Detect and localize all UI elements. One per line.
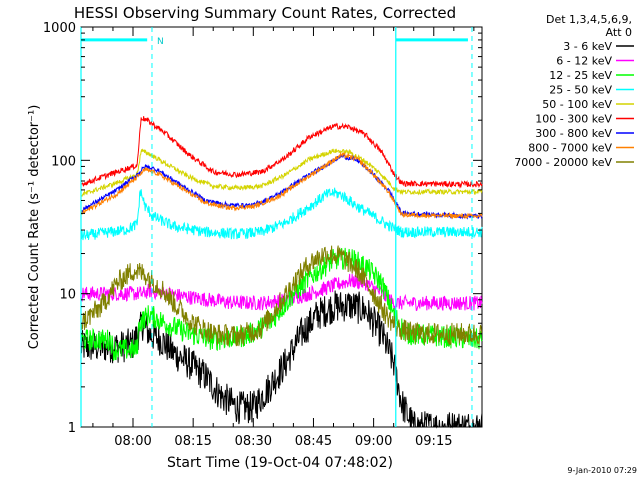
series-line-6 (80, 116, 483, 189)
legend-label-4: 25 - 50 keV (549, 84, 612, 97)
legend-label-3: 12 - 25 keV (549, 69, 612, 82)
y-axis: 1 10 100 1000 (43, 21, 482, 436)
legend-label-9: 7000 - 20000 keV (514, 156, 612, 169)
legend-label-7: 300 - 800 keV (535, 127, 612, 140)
timestamp: 9-Jan-2010 07:29 (567, 466, 637, 475)
x-axis: 08:00 08:15 08:30 08:45 09:00 09:15 (92, 27, 475, 449)
y-tick-label: 100 (51, 154, 76, 169)
legend-label-5: 50 - 100 keV (542, 98, 612, 111)
chart-title: HESSI Observing Summary Count Rates, Cor… (74, 4, 456, 22)
series-line-8 (80, 151, 483, 220)
series-line-5 (80, 148, 483, 197)
legend-label-1: 3 - 6 keV (563, 40, 612, 53)
x-tick-label: 08:45 (295, 434, 332, 449)
legend-label-8: 800 - 7000 keV (528, 142, 612, 155)
legend-label-6: 100 - 300 keV (535, 113, 612, 126)
plot-area: N 1 10 100 1000 08:00 08:15 08:30 08:45 09:00 09… (43, 21, 483, 449)
x-tick-label: 08:00 (114, 434, 151, 449)
night-flag-label: N (157, 37, 164, 47)
legend: Det 1,3,4,5,6,9, Att 0 3 - 6 keV 6 - 12 k… (514, 13, 634, 169)
legend-label-2: 6 - 12 keV (556, 55, 612, 68)
x-tick-label: 09:00 (355, 434, 392, 449)
y-axis-label: Corrected Count Rate (s⁻¹ detector⁻¹) (27, 105, 42, 350)
x-tick-label: 08:15 (174, 434, 211, 449)
series-line-9 (80, 245, 483, 347)
legend-header-line-1: Det 1,3,4,5,6,9, (546, 13, 632, 26)
x-tick-label: 09:15 (415, 434, 452, 449)
x-axis-label: Start Time (19-Oct-04 07:48:02) (167, 455, 393, 471)
series-line-4 (80, 187, 483, 241)
series-line-7 (80, 153, 483, 220)
y-tick-label: 10 (59, 288, 76, 303)
x-tick-label: 08:30 (235, 434, 272, 449)
series-layer (80, 116, 483, 429)
overlay-layer: N (80, 27, 473, 427)
legend-header-line-2: Att 0 (606, 26, 632, 39)
y-tick-label: 1000 (43, 21, 76, 36)
y-tick-label: 1 (68, 421, 76, 436)
series-line-1 (80, 290, 483, 429)
